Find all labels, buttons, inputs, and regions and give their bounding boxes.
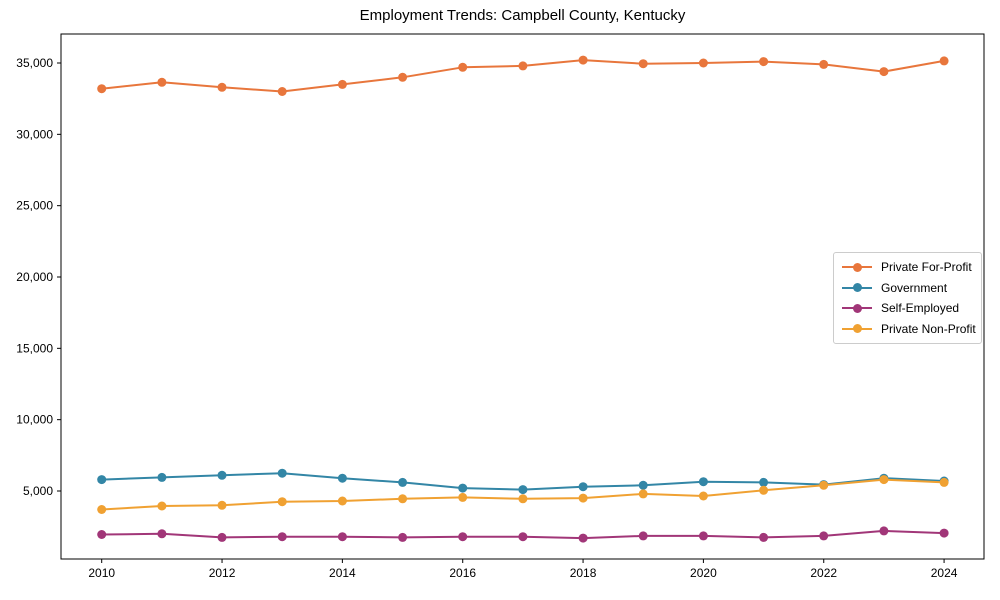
data-point [157,472,167,482]
data-point [698,58,708,68]
x-tick-label: 2012 [209,566,236,580]
data-point [157,77,167,87]
legend-item: Private For-Profit [834,257,981,277]
data-point [939,477,949,487]
data-point [157,529,167,539]
x-tick-label: 2014 [329,566,356,580]
data-point [217,500,227,510]
y-tick-label: 5,000 [23,484,53,498]
legend-label: Private For-Profit [881,260,972,275]
data-point [337,79,347,89]
legend-item: Self-Employed [834,298,981,318]
data-point [518,485,528,495]
data-point [337,496,347,506]
data-point [458,492,468,502]
data-point [277,532,287,542]
chart-title: Employment Trends: Campbell County, Kent… [359,7,686,24]
data-point [217,470,227,480]
data-point [277,87,287,96]
data-point [458,62,468,72]
data-point [97,475,107,485]
data-point [819,531,829,541]
data-point [759,532,769,542]
data-point [518,532,528,542]
data-point [939,528,949,538]
data-point [638,531,648,541]
data-point [398,477,408,487]
data-point [759,477,769,487]
data-point [97,505,107,514]
data-point [337,532,347,542]
data-point [698,531,708,541]
legend-label: Self-Employed [881,301,960,316]
data-point [879,475,889,485]
data-point [698,477,708,487]
x-tick-label: 2024 [931,566,958,580]
data-point [879,67,889,77]
legend-line-marker [842,262,872,272]
data-point [759,57,769,67]
legend: Private For-Profit Government Self-Emplo… [833,252,982,344]
data-point [578,55,588,65]
data-point [759,485,769,495]
legend-line-marker [842,303,872,313]
data-point [698,491,708,501]
legend-item: Private Non-Profit [834,319,981,339]
data-point [398,72,408,82]
data-point [578,533,588,543]
data-point [277,497,287,507]
x-tick-label: 2020 [690,566,717,580]
x-tick-label: 2010 [88,566,115,580]
data-point [518,61,528,71]
data-point [157,501,167,511]
data-point [217,532,227,542]
data-point [518,494,528,504]
data-point [97,530,107,539]
data-point [879,526,889,536]
y-tick-label: 10,000 [16,413,53,427]
data-point [277,468,287,478]
x-tick-label: 2018 [570,566,597,580]
data-point [578,482,588,492]
data-point [458,532,468,542]
data-point [638,480,648,490]
data-point [398,532,408,542]
legend-line-marker [842,324,872,334]
y-tick-label: 30,000 [16,127,53,141]
y-tick-label: 35,000 [16,56,53,70]
data-point [217,82,227,92]
y-tick-label: 20,000 [16,270,53,284]
data-point [939,56,949,66]
data-point [458,483,468,493]
data-point [97,84,107,94]
legend-line-marker [842,283,872,293]
legend-item: Government [834,278,981,298]
data-point [819,59,829,69]
x-tick-label: 2016 [449,566,476,580]
data-point [578,493,588,503]
legend-label: Private Non-Profit [881,321,976,336]
data-point [819,480,829,490]
y-tick-label: 25,000 [16,199,53,213]
legend-label: Government [881,280,948,295]
data-point [638,59,648,69]
plot-border [60,33,985,560]
data-point [398,494,408,504]
data-point [337,473,347,483]
x-tick-label: 2022 [810,566,837,580]
data-point [638,489,648,499]
y-tick-label: 15,000 [16,341,53,355]
